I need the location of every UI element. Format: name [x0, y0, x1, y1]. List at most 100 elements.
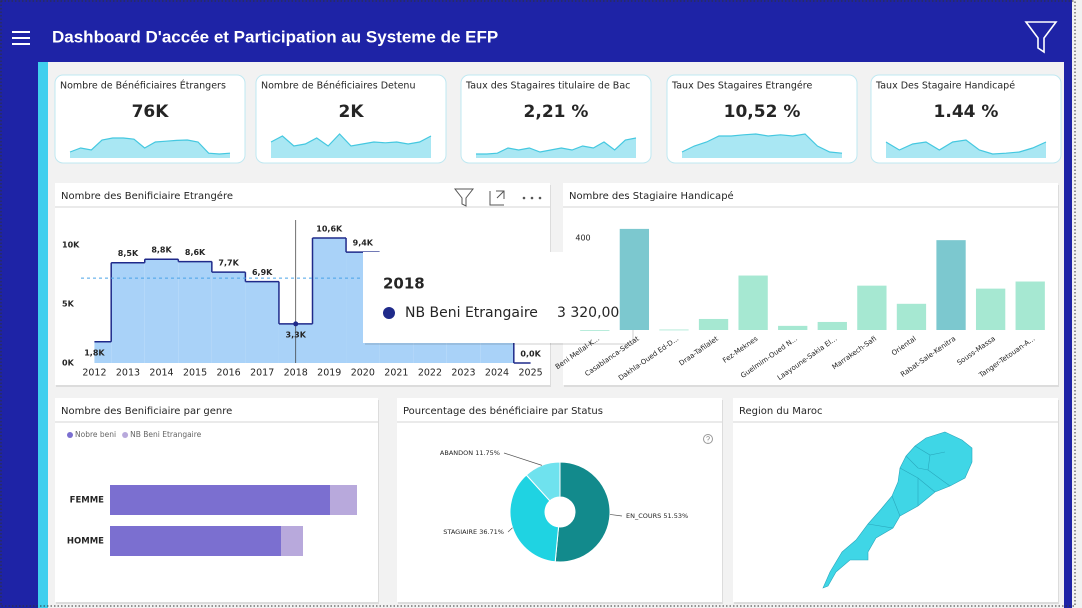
step-area	[111, 262, 145, 363]
x-tick-label: 2013	[116, 368, 140, 379]
bar	[857, 285, 887, 330]
y-tick-label: 5K	[62, 300, 75, 309]
slice-category: ABANDON	[440, 449, 473, 457]
bar	[936, 240, 966, 330]
map-borders	[867, 445, 951, 529]
x-tick-label: 2019	[317, 368, 341, 379]
tooltip-swatch	[383, 307, 395, 319]
slice-value: 11.75%	[475, 449, 500, 457]
step-area	[178, 261, 212, 363]
kpi-value: 2K	[338, 102, 364, 122]
x-tick-label: 2020	[351, 368, 375, 379]
bar	[1015, 281, 1045, 330]
kpi-title: Nombre de Bénéficiaires Étrangers	[60, 80, 226, 92]
bar	[698, 318, 729, 330]
kpi-value: 10,52 %	[724, 102, 801, 122]
tooltip-series: NB Beni Etrangaire	[405, 305, 538, 321]
focus-icon	[489, 190, 505, 206]
tooltip	[363, 252, 632, 343]
sparkline	[69, 137, 231, 155]
header-title: Dashboard D'accée et Participation au Sy…	[52, 27, 498, 46]
kpi-card	[460, 74, 652, 164]
filter-icon[interactable]	[1024, 21, 1058, 54]
kpi-title: Taux Des Stagaire Handicapé	[875, 81, 1015, 92]
x-tick-label: 2017	[250, 368, 274, 379]
sparkline	[681, 133, 843, 154]
kpi-value: 76K	[132, 102, 170, 122]
x-tick-label: 2021	[384, 368, 408, 379]
slice-label: EN_COURS 51.53%	[626, 512, 688, 520]
bar-segment	[110, 485, 330, 515]
kpi-title: Taux des Stagaires titulaire de Bac	[465, 81, 630, 92]
slice-label: STAGIAIRE 36.71%	[443, 528, 504, 536]
sparkline-area	[476, 138, 636, 158]
x-tick-label: 2022	[418, 368, 442, 379]
bar	[738, 275, 768, 330]
help-mark	[706, 435, 710, 443]
step-area	[94, 341, 112, 363]
leader-line	[503, 452, 543, 466]
sparkline	[270, 133, 432, 147]
data-label: 9,4K	[353, 239, 374, 248]
legend-swatch	[67, 432, 73, 438]
help-icon[interactable]	[703, 434, 713, 444]
kpi-value: 2,21 %	[524, 102, 589, 122]
more-dot	[530, 196, 534, 200]
chart-title: Nombre des Benificiaire par genre	[61, 406, 232, 417]
step-area	[312, 237, 347, 363]
sparkline	[885, 139, 1047, 155]
kpi-value: 1.44 %	[934, 102, 999, 122]
sparkline-area	[70, 138, 230, 158]
step-area	[144, 259, 179, 363]
bar-segment	[281, 526, 303, 556]
slice-value: 36.71%	[479, 528, 504, 536]
x-tick-label: 2024	[485, 368, 509, 379]
data-label: 8,8K	[151, 246, 172, 255]
left-nav	[0, 0, 38, 608]
legend-label: NB Beni Etrangaire	[130, 430, 202, 439]
x-tick-label: 2016	[217, 368, 241, 379]
data-label: 7,7K	[218, 259, 239, 268]
data-label: 0,0K	[520, 350, 541, 359]
leader-line	[609, 514, 623, 517]
data-label: 6,9K	[252, 268, 273, 277]
sparkline-area	[682, 134, 842, 158]
pie-slice	[525, 461, 561, 502]
x-tick-label: 2014	[149, 368, 173, 379]
step-area	[211, 272, 246, 363]
kpi-title: Taux Des Stagaires Etrangére	[671, 81, 812, 92]
more-dot	[522, 196, 526, 200]
chart-title: Nombre des Benificiaire Etrangére	[61, 190, 233, 202]
x-tick-label: 2023	[451, 368, 475, 379]
bar-segment	[110, 526, 281, 556]
pie-slice	[509, 474, 560, 563]
y-tick-label: HOMME	[67, 537, 104, 547]
y-tick-label: FEMME	[70, 496, 105, 506]
more-dot	[538, 196, 542, 200]
menu-icon[interactable]	[12, 31, 30, 45]
accent-strip	[38, 62, 48, 608]
tooltip-title: 2018	[383, 275, 425, 293]
slice-category: STAGIAIRE	[443, 528, 477, 536]
y-tick-label: 400	[575, 234, 590, 243]
bar-segment	[330, 485, 357, 515]
y-tick-label: 10K	[62, 241, 80, 250]
y-tick-label: 0K	[62, 359, 75, 368]
hover-point	[293, 321, 299, 327]
bar	[659, 329, 689, 331]
data-label: 3,3K	[286, 330, 307, 339]
header-bar	[0, 0, 1072, 62]
visual-filter-icon[interactable]	[453, 188, 475, 207]
x-tick-label: 2012	[82, 368, 106, 379]
slice-category: EN_COURS	[626, 512, 661, 520]
right-strip	[1064, 0, 1072, 608]
bar	[975, 288, 1006, 330]
chart-title: Nombre des Stagiaire Handicapé	[569, 190, 734, 202]
leader-line	[507, 527, 513, 533]
tooltip-value: 3 320,00	[557, 305, 619, 321]
slice-value: 51.53%	[663, 512, 688, 520]
kpi-card	[255, 74, 447, 164]
